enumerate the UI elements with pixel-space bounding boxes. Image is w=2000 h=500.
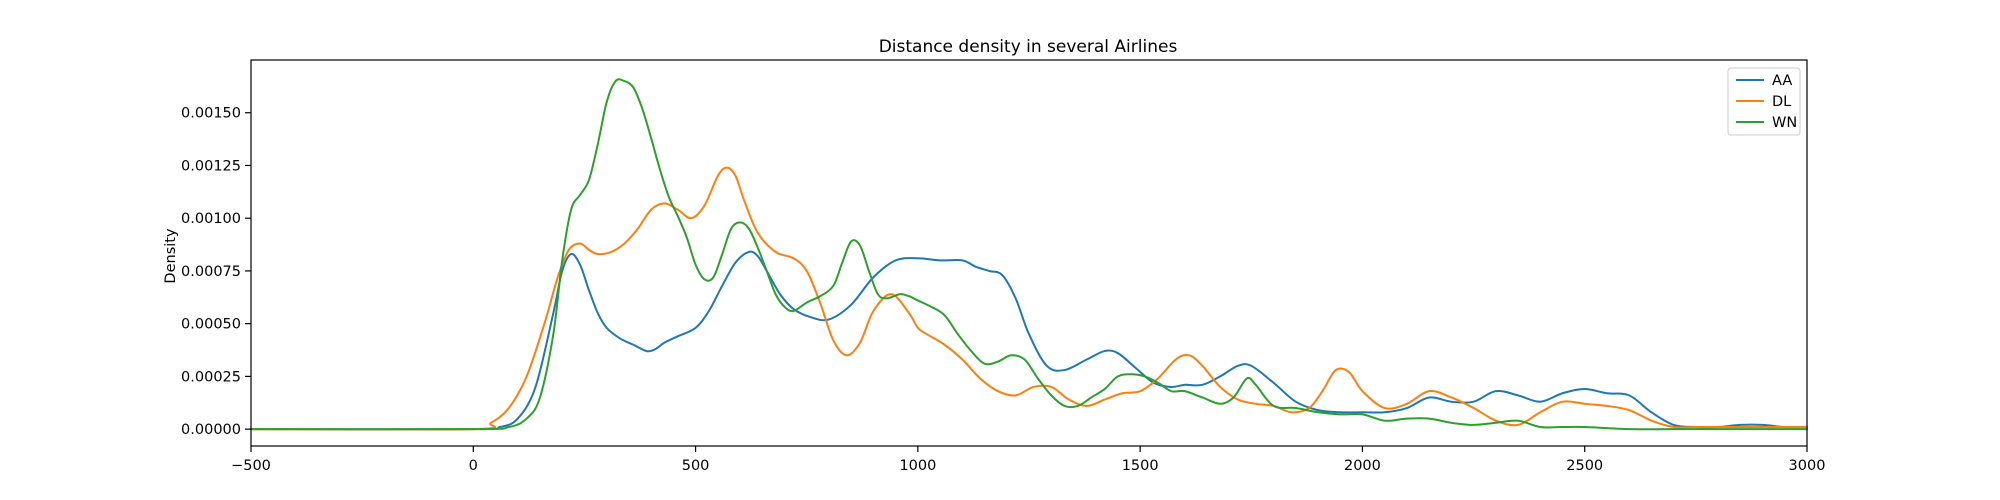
- series-lines: [250, 78, 1808, 431]
- y-axis-ticks: 0.00000 0.00025 0.00050 0.00075 0.00100 0.001…: [181, 106, 251, 438]
- x-tick-label: −500: [231, 458, 271, 474]
- y-tick-label: 0.00125: [181, 158, 241, 174]
- x-tick-label: 0: [469, 458, 478, 474]
- y-tick-label: 0.00025: [181, 369, 241, 385]
- series-line-wn: [250, 78, 1808, 431]
- x-tick-label: 500: [682, 458, 710, 474]
- series-line-dl: [250, 166, 1808, 431]
- y-tick-label: 0.00075: [181, 264, 241, 280]
- x-tick-label: 2000: [1344, 458, 1381, 474]
- y-tick-label: 0.00150: [181, 106, 241, 122]
- y-tick-label: 0.00000: [181, 422, 241, 438]
- x-tick-label: 2500: [1566, 458, 1603, 474]
- y-tick-label: 0.00100: [181, 211, 241, 227]
- legend-label-wn: WN: [1772, 115, 1797, 131]
- series-line-aa: [250, 250, 1808, 431]
- chart-title: Distance density in several Airlines: [879, 37, 1178, 57]
- plot-area-frame: [250, 59, 1808, 447]
- x-tick-label: 1500: [1122, 458, 1159, 474]
- x-tick-label: 3000: [1789, 458, 1826, 474]
- legend-label-aa: AA: [1772, 73, 1792, 89]
- x-axis-ticks: −500 0 500 1000 1500 2000 2500 3000: [231, 446, 1825, 474]
- y-tick-label: 0.00050: [181, 317, 241, 333]
- legend-label-dl: DL: [1772, 94, 1791, 110]
- y-axis-label: Density: [163, 228, 179, 284]
- x-tick-label: 1000: [899, 458, 936, 474]
- legend: AA DL WN: [1727, 67, 1801, 136]
